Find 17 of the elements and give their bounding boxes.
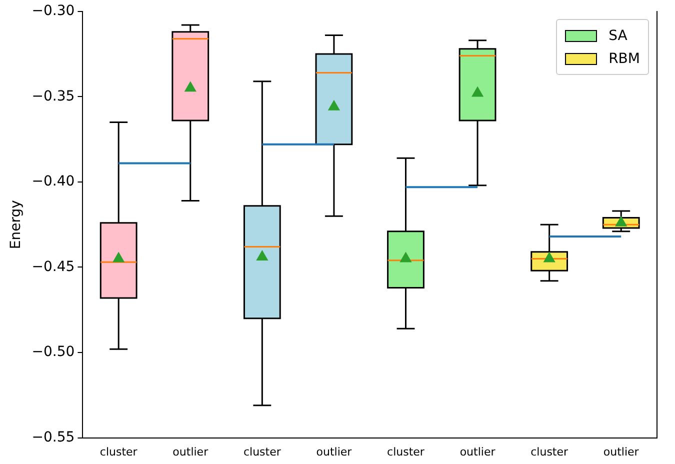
y-tick-label: −0.45 xyxy=(32,258,75,275)
y-axis-title: Energy xyxy=(8,200,24,250)
y-tick-label: −0.50 xyxy=(32,344,75,360)
x-tick-label: cluster xyxy=(243,445,282,458)
y-tick-label: −0.40 xyxy=(32,174,75,190)
legend-label: SA xyxy=(608,28,628,44)
legend-label: RBM xyxy=(608,50,640,67)
x-tick-label: outlier xyxy=(172,445,209,458)
x-tick-label: cluster xyxy=(530,445,568,458)
y-tick-label: −0.55 xyxy=(32,429,75,446)
x-tick-label: outlier xyxy=(316,445,352,458)
x-tick-label: cluster xyxy=(100,445,138,458)
x-tick-label: outlier xyxy=(460,445,496,458)
x-tick-label: cluster xyxy=(387,445,425,458)
y-tick-label: −0.30 xyxy=(32,3,75,20)
y-tick-label: −0.35 xyxy=(32,88,75,104)
x-tick-label: outlier xyxy=(603,445,640,458)
